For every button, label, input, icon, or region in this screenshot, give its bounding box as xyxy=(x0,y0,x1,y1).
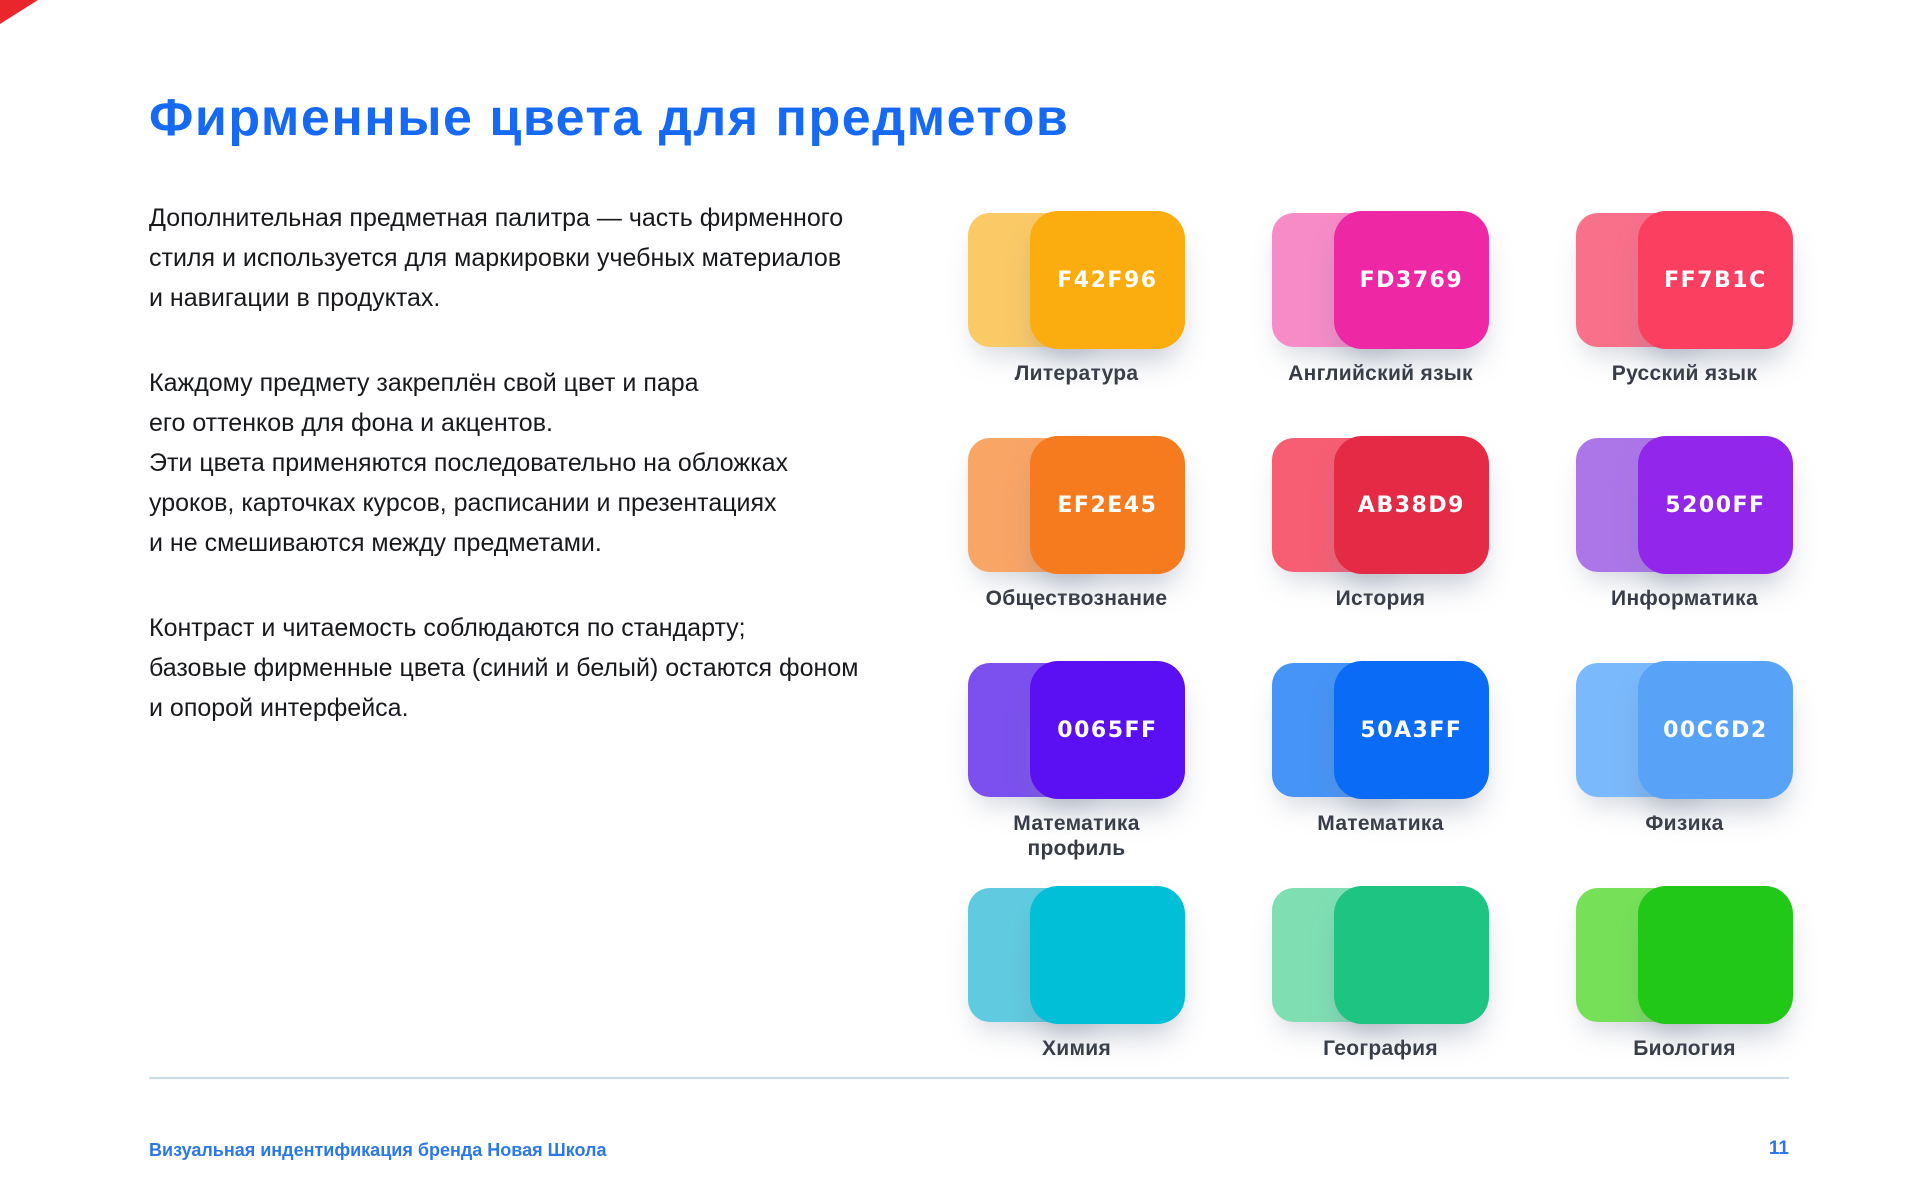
page-title: Фирменные цвета для предметов xyxy=(149,89,1070,147)
intro-line: его оттенков для фона и акцентов. xyxy=(149,409,553,437)
subject-label: Биология xyxy=(1633,1037,1736,1060)
intro-paragraph: Контраст и читаемость соблюдаются по ста… xyxy=(149,608,909,728)
swatch-pair-card: 00C6D2 xyxy=(1576,661,1793,799)
subject-label: Обществознание xyxy=(985,587,1168,610)
swatch-pair-card: FF7B1C xyxy=(1576,211,1793,349)
subject-label: Химия xyxy=(1041,1037,1112,1060)
intro-line: уроков, карточках курсов, расписании и п… xyxy=(149,489,777,517)
subject-swatch-cell: FF7B1C Русский язык xyxy=(1576,211,1793,436)
intro-line: Эти цвета применяются последовательно на… xyxy=(149,449,789,477)
subject-label: Физика xyxy=(1645,812,1724,835)
subject-swatch-cell: 5200FF Информатика xyxy=(1576,436,1793,661)
swatch-hex-code: F42F96 xyxy=(1057,267,1158,293)
subject-label: География xyxy=(1323,1037,1438,1060)
intro-text-block: Дополнительная предметная палитра — част… xyxy=(149,198,909,773)
footer-divider xyxy=(149,1077,1789,1079)
subject-swatch-cell: География xyxy=(1272,886,1489,1111)
swatch-pair-card xyxy=(1272,886,1489,1024)
swatch-pair-card: 5200FF xyxy=(1576,436,1793,574)
subject-swatch-cell: F42F96 Литература xyxy=(968,211,1185,436)
subject-label: Литература xyxy=(1014,362,1139,385)
swatch-hex-code: FD3769 xyxy=(1359,267,1464,293)
swatch-main-shade: FD3769 xyxy=(1333,211,1489,349)
subject-swatch-cell: 00C6D2 Физика xyxy=(1576,661,1793,886)
corner-red-mark xyxy=(0,0,38,24)
swatch-hex-code: AB38D9 xyxy=(1357,492,1465,518)
subject-label: Английский язык xyxy=(1288,362,1473,385)
swatch-hex-code: 5200FF xyxy=(1665,492,1766,518)
intro-line: Контраст и читаемость соблюдаются по ста… xyxy=(149,614,746,642)
subject-swatch-cell: 0065FF Математика профиль xyxy=(968,661,1185,886)
subject-label: Русский язык xyxy=(1611,362,1758,385)
swatch-main-shade: 5200FF xyxy=(1637,436,1793,574)
subject-label: Математика xyxy=(1317,812,1444,835)
subject-swatch-cell: FD3769 Английский язык xyxy=(1272,211,1489,436)
intro-line: базовые фирменные цвета (синий и белый) … xyxy=(149,654,859,682)
swatch-pair-card xyxy=(1576,886,1793,1024)
swatch-main-shade: EF2E45 xyxy=(1029,436,1185,574)
intro-line: Дополнительная предметная палитра — част… xyxy=(149,204,844,232)
swatch-main-shade: FF7B1C xyxy=(1637,211,1793,349)
swatch-main-shade: 50A3FF xyxy=(1333,661,1489,799)
footer-caption: Визуальная индентификация бренда Новая Ш… xyxy=(149,1140,607,1160)
subject-swatch-cell: AB38D9 История xyxy=(1272,436,1489,661)
swatch-main-shade xyxy=(1637,886,1793,1024)
swatch-main-shade xyxy=(1029,886,1185,1024)
swatch-main-shade xyxy=(1333,886,1489,1024)
swatch-hex-code: EF2E45 xyxy=(1057,492,1158,518)
subject-swatch-cell: Химия xyxy=(968,886,1185,1111)
swatch-pair-card: 0065FF xyxy=(968,661,1185,799)
subject-label: Математика профиль xyxy=(1013,812,1140,860)
intro-line: Каждому предмету закреплён свой цвет и п… xyxy=(149,369,699,397)
subject-swatch-cell: EF2E45 Обществознание xyxy=(968,436,1185,661)
page-number: 11 xyxy=(1768,1138,1789,1159)
swatch-pair-card: FD3769 xyxy=(1272,211,1489,349)
subject-label: История xyxy=(1335,587,1426,610)
swatch-main-shade: AB38D9 xyxy=(1333,436,1489,574)
subject-color-grid: F42F96 Литература FD3769 Английский язык FF7… xyxy=(968,211,1793,1111)
intro-line: и не смешиваются между предметами. xyxy=(149,529,602,557)
subject-swatch-cell: Биология xyxy=(1576,886,1793,1111)
swatch-pair-card: AB38D9 xyxy=(1272,436,1489,574)
intro-paragraph: Дополнительная предметная палитра — част… xyxy=(149,198,909,318)
swatch-hex-code: 00C6D2 xyxy=(1663,717,1768,743)
swatch-pair-card: F42F96 xyxy=(968,211,1185,349)
swatch-pair-card: EF2E45 xyxy=(968,436,1185,574)
swatch-hex-code: FF7B1C xyxy=(1664,267,1767,293)
swatch-hex-code: 0065FF xyxy=(1057,717,1158,743)
swatch-main-shade: 00C6D2 xyxy=(1637,661,1793,799)
intro-line: и опорой интерфейса. xyxy=(149,694,409,722)
subject-swatch-cell: 50A3FF Математика xyxy=(1272,661,1489,886)
swatch-main-shade: F42F96 xyxy=(1029,211,1185,349)
swatch-main-shade: 0065FF xyxy=(1029,661,1185,799)
subject-label: Информатика xyxy=(1611,587,1758,610)
intro-line: и навигации в продуктах. xyxy=(149,284,441,312)
swatch-pair-card xyxy=(968,886,1185,1024)
intro-paragraph: Каждому предмету закреплён свой цвет и п… xyxy=(149,363,909,563)
intro-line: стиля и используется для маркировки учеб… xyxy=(149,244,842,272)
swatch-hex-code: 50A3FF xyxy=(1360,717,1463,743)
swatch-pair-card: 50A3FF xyxy=(1272,661,1489,799)
